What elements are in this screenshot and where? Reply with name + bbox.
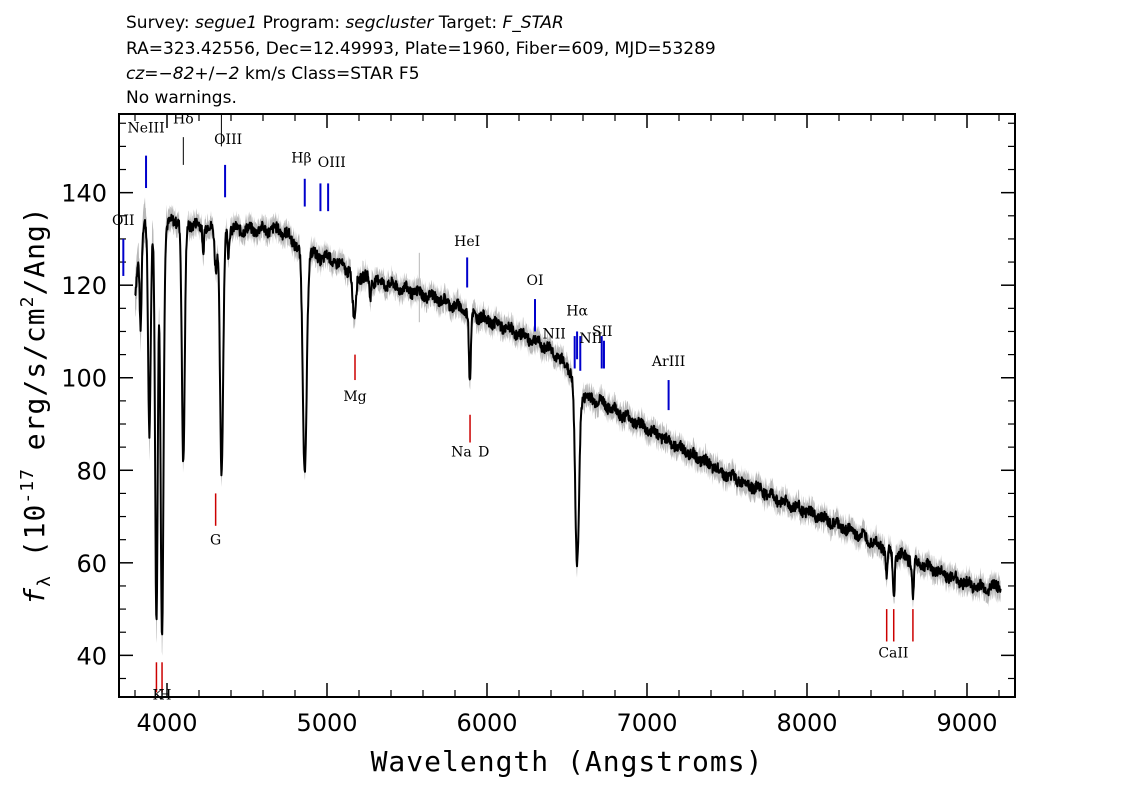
emission-line-label: Hδ xyxy=(173,111,194,127)
emission-line-label: ArIII xyxy=(651,354,685,370)
chart-header: Survey: segue1 Program: segcluster Targe… xyxy=(126,13,716,108)
x-tick-label: 6000 xyxy=(456,709,517,737)
y-axis-label: fλ (10-17 erg/s/cm2/Ang) xyxy=(17,206,55,605)
absorption-line-label: G xyxy=(210,532,221,548)
x-tick-label: 9000 xyxy=(936,709,997,737)
emission-line-label: HeI xyxy=(454,234,480,250)
header-warnings-line: No warnings. xyxy=(126,88,237,108)
y-tick-label: 40 xyxy=(76,642,107,670)
absorption-line-label: CaII xyxy=(878,646,908,662)
y-tick-label: 60 xyxy=(76,550,107,578)
y-tick-label: 100 xyxy=(61,365,107,393)
y-tick-label: 120 xyxy=(61,272,107,300)
absorption-line-label: Mg xyxy=(343,389,366,405)
header-coordinates-line: RA=323.42556, Dec=12.49993, Plate=1960, … xyxy=(126,39,716,59)
emission-line-label: SII xyxy=(592,324,613,340)
header-redshift-line: cz=−82+/−2 km/s Class=STAR F5 xyxy=(126,64,420,84)
emission-line-label: NII xyxy=(543,326,566,342)
flux-error-band xyxy=(135,197,1001,656)
absorption-line-label: H xyxy=(159,687,171,703)
axis-ticks: 4000 5000 6000 7000 8000 9000 40 60 80 100 120 140 xyxy=(61,114,1015,737)
emission-line-label: Hβ xyxy=(291,151,311,167)
x-tick-label: 8000 xyxy=(776,709,837,737)
emission-line-label: OIII xyxy=(214,132,242,148)
absorption-line-label: D xyxy=(478,444,489,460)
x-tick-label: 7000 xyxy=(616,709,677,737)
x-tick-label: 5000 xyxy=(296,709,357,737)
absorption-line-label: Na xyxy=(451,444,472,460)
plot-frame xyxy=(118,113,1016,698)
error-band xyxy=(135,197,1001,656)
absorption-line-label: K xyxy=(152,687,163,703)
header-survey-line: Survey: segue1 Program: segcluster Targe… xyxy=(126,13,564,33)
emission-line-label: OII xyxy=(112,213,135,229)
x-tick-label: 4000 xyxy=(136,709,197,737)
plot-area: 4000 5000 6000 7000 8000 9000406080100120140 … xyxy=(61,111,1016,737)
flux-series xyxy=(134,213,1002,636)
flux-line xyxy=(134,213,1002,636)
emission-line-label: OI xyxy=(526,273,543,289)
y-tick-label: 80 xyxy=(76,457,107,485)
emission-line-label: Hα xyxy=(566,303,588,319)
x-axis-label: Wavelength (Angstroms) xyxy=(371,745,764,778)
emission-line-label: NII xyxy=(579,331,602,347)
emission-line-label: OIII xyxy=(318,155,346,171)
emission-line-label: NeIII xyxy=(127,121,164,137)
y-tick-label: 140 xyxy=(61,180,107,208)
